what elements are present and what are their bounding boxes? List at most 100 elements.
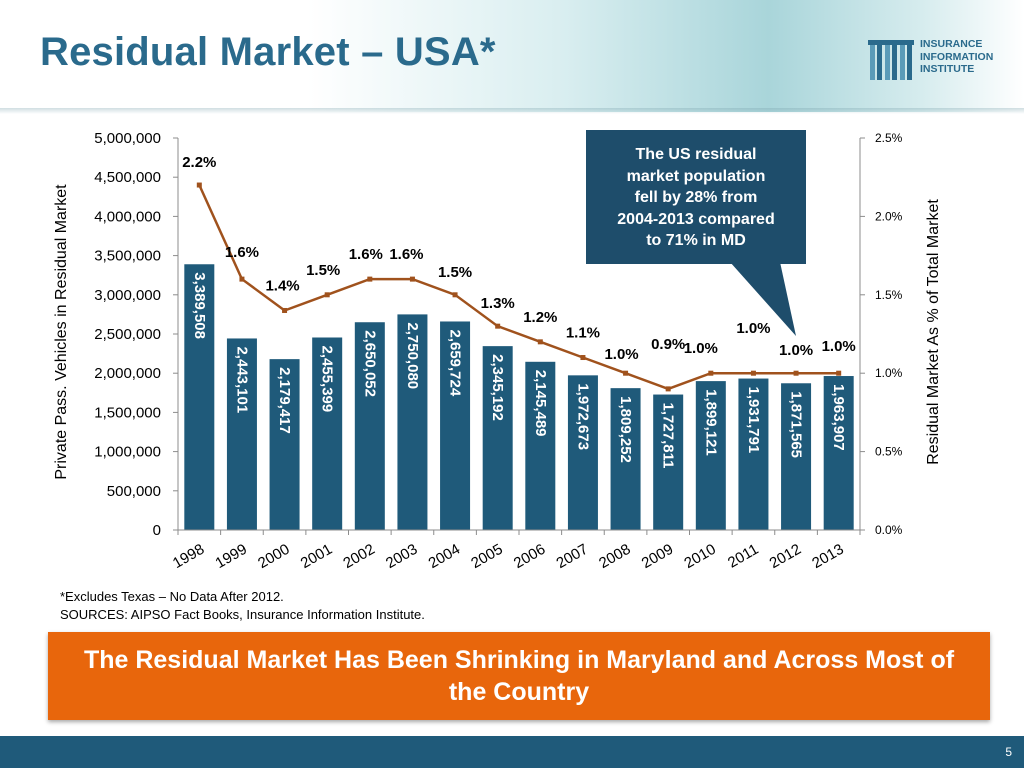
bar-value-label-2002: 2,650,052: [361, 330, 378, 397]
banner-text: The Residual Market Has Been Shrinking i…: [83, 646, 955, 706]
pct-label-2005: 1.3%: [481, 295, 515, 312]
callout-line-3: fell by 28% from: [634, 189, 758, 206]
bottom-bar: 5: [0, 736, 1024, 768]
pct-label-2003: 1.6%: [389, 246, 423, 263]
bar-value-label-2010: 1,899,121: [702, 389, 719, 456]
bar-labels-group: 3,389,508 2,443,101 2,179,417 2,455,399 2,65…: [191, 272, 847, 468]
iii-logo-icon: [868, 40, 914, 80]
bar-2000: [269, 359, 300, 530]
footnote-sources: SOURCES: AIPSO Fact Books, Insurance Inf…: [60, 607, 425, 622]
callout-pointer: [730, 262, 796, 336]
bar-2001: [312, 337, 343, 530]
pct-marker-2010: [708, 370, 714, 376]
bar-2007: [567, 375, 598, 530]
pct-label-2012: 1.0%: [779, 342, 813, 359]
y-tick-label-left: 2,500,000: [94, 326, 161, 343]
x-tick-label-1998: 1998: [170, 541, 207, 572]
pct-label-1998: 2.2%: [182, 154, 216, 171]
x-tick-label-2012: 2012: [767, 541, 804, 572]
pct-marker-2000: [282, 307, 288, 313]
pct-marker-2003: [409, 276, 415, 282]
callout-line-1: The US residual: [635, 146, 757, 163]
pct-marker-1999: [239, 276, 245, 282]
residual-market-chart: 3,389,508 2,443,101 2,179,417 2,455,399 2,65…: [53, 130, 942, 572]
pct-label-2010: 1.0%: [684, 340, 718, 357]
bar-value-label-2000: 2,179,417: [276, 367, 293, 434]
bar-2013: [823, 376, 854, 530]
pct-marker-2009: [665, 386, 671, 392]
pct-label-2001: 1.5%: [306, 262, 340, 279]
pct-marker-2006: [537, 339, 543, 345]
y-tick-label-left: 5,000,000: [94, 130, 161, 147]
pct-label-2008: 1.0%: [604, 346, 638, 363]
y-tick-label-left: 0: [153, 522, 161, 539]
x-tick-label-2001: 2001: [298, 541, 335, 572]
pct-marker-2013: [836, 370, 842, 376]
bar-2008: [610, 388, 641, 530]
pct-marker-2004: [452, 292, 458, 298]
x-tick-label-2009: 2009: [639, 541, 676, 572]
bar-value-label-2005: 2,345,192: [489, 354, 506, 421]
x-tick-label-1999: 1999: [213, 541, 250, 572]
y-tick-label-right: 2.0%: [875, 209, 903, 223]
bar-2009: [653, 394, 684, 530]
pct-label-1999: 1.6%: [225, 244, 259, 261]
y-tick-label-left: 500,000: [107, 483, 161, 500]
callout-line-2: market population: [626, 167, 766, 185]
bar-1999: [226, 338, 257, 530]
y-tick-label-right: 1.0%: [875, 366, 903, 380]
bar-value-label-2008: 1,809,252: [617, 396, 634, 463]
callout-box: The US residual market population fell b…: [586, 130, 806, 264]
summary-banner: The Residual Market Has Been Shrinking i…: [48, 632, 990, 720]
bar-value-label-1999: 2,443,101: [233, 346, 250, 413]
logo-text: INSURANCE INFORMATION INSTITUTE: [920, 38, 1020, 76]
pct-label-2007: 1.1%: [566, 325, 600, 342]
bar-value-label-2004: 2,659,724: [447, 329, 464, 396]
y-tick-label-left: 1,000,000: [94, 444, 161, 461]
y-tick-label-right: 2.5%: [875, 131, 903, 145]
bar-value-label-2007: 1,972,673: [574, 383, 591, 450]
x-tick-label-2004: 2004: [426, 541, 463, 572]
bar-1998: [184, 264, 215, 530]
page-number: 5: [1005, 745, 1012, 759]
bar-2011: [738, 378, 769, 530]
bar-value-label-2006: 2,145,489: [532, 370, 549, 437]
pct-label-2011: 1.0%: [736, 320, 770, 337]
bar-2002: [354, 322, 385, 530]
bar-value-label-2009: 1,727,811: [660, 403, 677, 469]
bar-value-label-2003: 2,750,080: [404, 322, 421, 389]
bar-2006: [525, 361, 556, 530]
pct-marker-2008: [623, 370, 629, 376]
x-tick-label-2000: 2000: [255, 541, 292, 572]
header-band: [0, 0, 1024, 112]
bars-group: [184, 264, 854, 530]
footnote: *Excludes Texas – No Data After 2012. SO…: [60, 588, 425, 624]
pct-label-2002: 1.6%: [349, 246, 383, 263]
bar-value-label-2011: 1,931,791: [745, 387, 762, 454]
footnote-exclusion: *Excludes Texas – No Data After 2012.: [60, 589, 284, 604]
y-tick-label-right: 1.5%: [875, 288, 903, 302]
y-tick-label-left: 3,500,000: [94, 248, 161, 265]
y-tick-label-left: 1,500,000: [94, 404, 161, 421]
y-tick-label-left: 3,000,000: [94, 287, 161, 304]
y-axis-title-right: Residual Market As % of Total Market: [925, 199, 942, 465]
x-tick-label-2008: 2008: [596, 541, 633, 572]
pct-label-2009: 0.9%: [651, 336, 685, 353]
x-tick-label-2003: 2003: [383, 541, 420, 572]
y-tick-label-right: 0.0%: [875, 523, 903, 537]
line-group: [196, 182, 842, 392]
bar-value-label-2001: 2,455,399: [319, 345, 336, 412]
pct-marker-2007: [580, 355, 586, 361]
pct-marker-2005: [495, 323, 501, 329]
pct-label-2013: 1.0%: [822, 338, 856, 355]
y-tick-label-right: 0.5%: [875, 445, 903, 459]
bar-2005: [482, 346, 513, 530]
header-divider: [0, 108, 1024, 114]
bar-2004: [440, 321, 471, 530]
pct-marker-2012: [793, 370, 799, 376]
x-tick-label-2013: 2013: [809, 541, 846, 572]
x-tick-label-2006: 2006: [511, 541, 548, 572]
y-axis-title-left: Private Pass. Vehicles in Residual Marke…: [53, 184, 70, 480]
x-tick-label-2005: 2005: [468, 541, 505, 572]
callout-line-5: to 71% in MD: [646, 232, 746, 249]
